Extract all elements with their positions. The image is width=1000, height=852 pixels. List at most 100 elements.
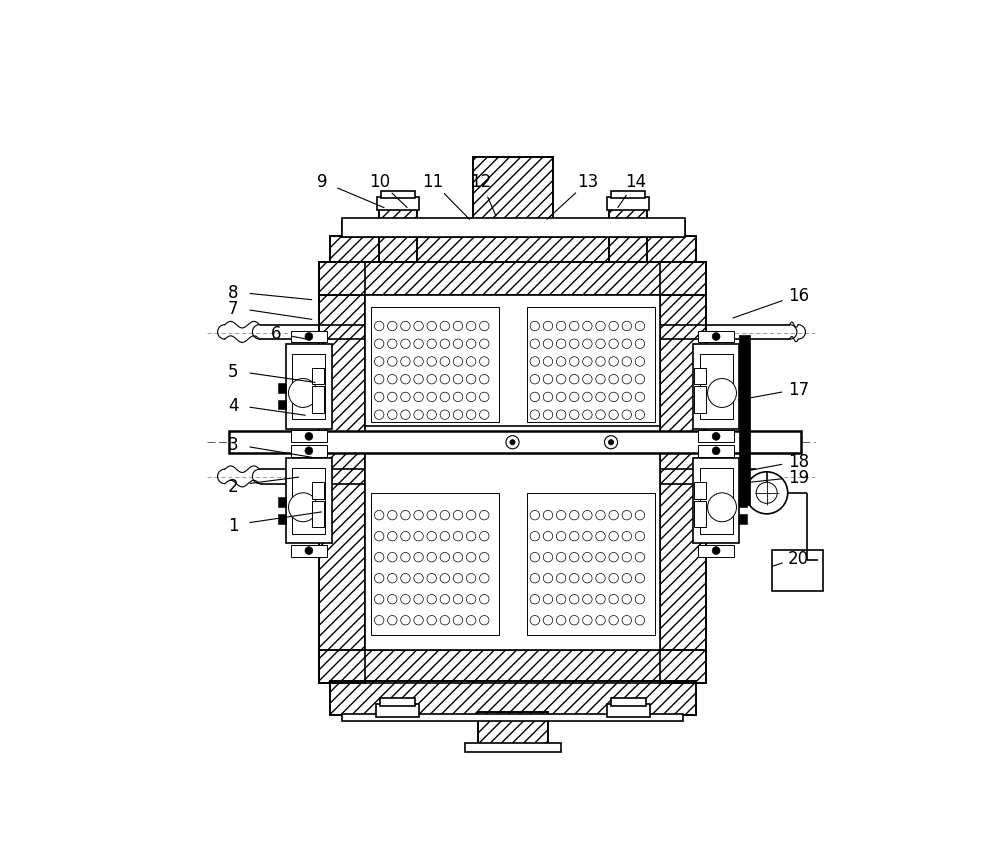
Bar: [292, 469, 325, 534]
Circle shape: [440, 375, 450, 384]
Circle shape: [506, 436, 519, 449]
Bar: [698, 545, 734, 557]
Circle shape: [414, 511, 423, 521]
Circle shape: [440, 357, 450, 366]
Bar: [278, 400, 286, 410]
Bar: [342, 218, 685, 238]
Text: 14: 14: [625, 173, 647, 191]
Circle shape: [530, 411, 540, 420]
Circle shape: [608, 440, 614, 446]
Circle shape: [374, 532, 384, 541]
Bar: [278, 498, 286, 508]
Circle shape: [622, 357, 632, 366]
Circle shape: [622, 340, 632, 349]
Bar: [527, 494, 655, 635]
Circle shape: [480, 411, 489, 420]
Circle shape: [401, 532, 410, 541]
Circle shape: [427, 511, 436, 521]
Circle shape: [374, 411, 384, 420]
Circle shape: [609, 411, 618, 420]
Circle shape: [388, 375, 397, 384]
Circle shape: [401, 411, 410, 420]
Circle shape: [570, 616, 579, 625]
Circle shape: [414, 553, 423, 562]
Circle shape: [401, 573, 410, 584]
Bar: [377, 198, 419, 210]
Circle shape: [596, 511, 605, 521]
Circle shape: [583, 357, 592, 366]
Text: 13: 13: [577, 173, 599, 191]
Circle shape: [596, 532, 605, 541]
Circle shape: [374, 573, 384, 584]
Circle shape: [635, 532, 645, 541]
Circle shape: [712, 547, 720, 555]
Circle shape: [440, 573, 450, 584]
Circle shape: [543, 573, 553, 584]
Text: 11: 11: [422, 173, 443, 191]
Circle shape: [401, 393, 410, 402]
Circle shape: [401, 553, 410, 562]
Text: 10: 10: [369, 173, 390, 191]
Bar: [698, 446, 734, 458]
Bar: [660, 263, 706, 682]
Circle shape: [374, 340, 384, 349]
Circle shape: [543, 616, 553, 625]
Circle shape: [480, 357, 489, 366]
Circle shape: [401, 340, 410, 349]
Circle shape: [374, 616, 384, 625]
Circle shape: [609, 573, 618, 584]
Circle shape: [440, 340, 450, 349]
Circle shape: [570, 553, 579, 562]
Bar: [330, 682, 696, 716]
Circle shape: [466, 322, 476, 331]
Circle shape: [583, 595, 592, 604]
Circle shape: [480, 616, 489, 625]
Circle shape: [596, 340, 605, 349]
Circle shape: [622, 573, 632, 584]
Circle shape: [374, 393, 384, 402]
Circle shape: [414, 411, 423, 420]
Circle shape: [556, 511, 566, 521]
Bar: [330, 237, 696, 263]
Circle shape: [401, 357, 410, 366]
Bar: [381, 192, 415, 199]
Circle shape: [756, 483, 777, 504]
Circle shape: [401, 375, 410, 384]
Circle shape: [466, 511, 476, 521]
Circle shape: [453, 573, 463, 584]
Circle shape: [305, 547, 313, 555]
Bar: [365, 427, 660, 437]
Bar: [700, 354, 733, 420]
Circle shape: [583, 532, 592, 541]
Circle shape: [414, 393, 423, 402]
Bar: [286, 344, 332, 429]
Circle shape: [480, 393, 489, 402]
Circle shape: [609, 357, 618, 366]
Circle shape: [570, 340, 579, 349]
Circle shape: [510, 440, 515, 446]
Circle shape: [305, 333, 313, 341]
Bar: [330, 682, 696, 716]
Circle shape: [466, 595, 476, 604]
Circle shape: [453, 411, 463, 420]
Bar: [319, 650, 706, 682]
Circle shape: [635, 393, 645, 402]
Circle shape: [480, 340, 489, 349]
Circle shape: [530, 532, 540, 541]
Bar: [739, 335, 750, 506]
Circle shape: [635, 375, 645, 384]
Circle shape: [401, 595, 410, 604]
Circle shape: [596, 595, 605, 604]
Bar: [278, 383, 286, 394]
Bar: [611, 698, 646, 705]
Circle shape: [480, 595, 489, 604]
Circle shape: [556, 322, 566, 331]
Circle shape: [622, 553, 632, 562]
Circle shape: [453, 340, 463, 349]
Bar: [319, 263, 706, 296]
Circle shape: [480, 322, 489, 331]
Bar: [380, 698, 415, 705]
Text: 6: 6: [271, 325, 281, 343]
Circle shape: [440, 322, 450, 331]
Circle shape: [305, 433, 313, 440]
